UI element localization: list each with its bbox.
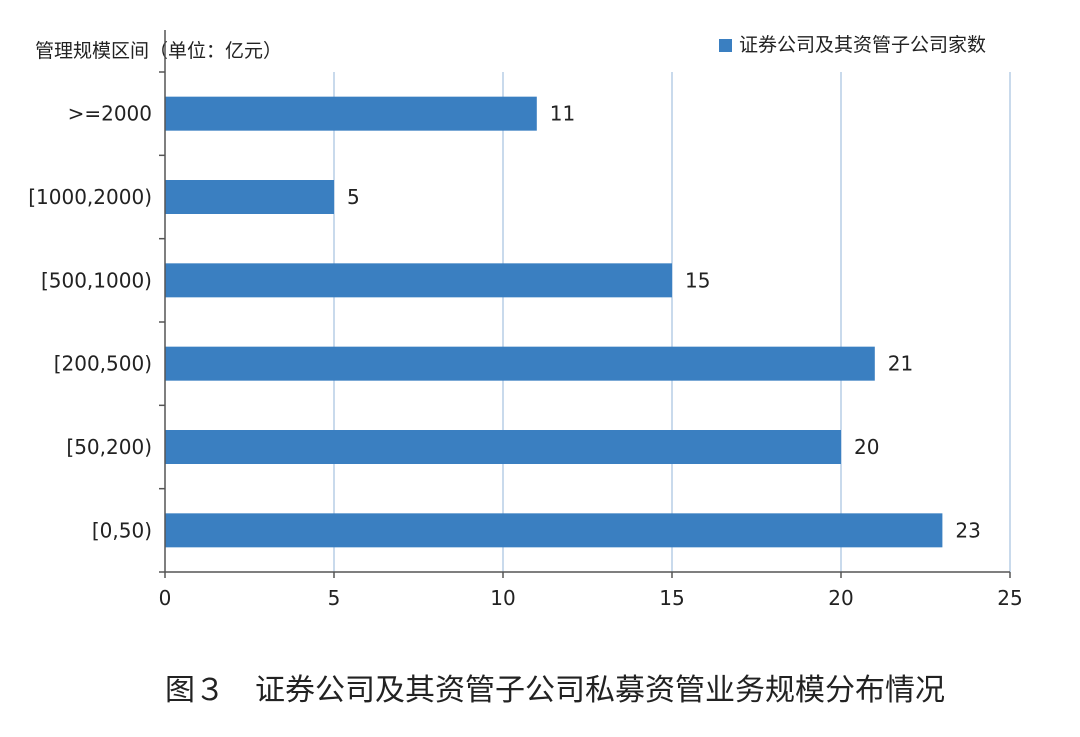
data-label: 23: [955, 518, 980, 542]
data-label: 15: [685, 268, 710, 292]
category-label: >=2000: [68, 102, 152, 126]
grid: [333, 72, 1011, 572]
x-tick-label: 0: [159, 586, 172, 610]
legend-label: 证券公司及其资管子公司家数: [739, 34, 986, 56]
legend-swatch: [719, 39, 732, 52]
x-tick-label: 20: [828, 586, 853, 610]
bar: [165, 96, 537, 131]
axes: [159, 30, 1011, 578]
category-label: [500,1000): [41, 268, 152, 292]
category-label: [0,50): [92, 518, 152, 542]
bars: [165, 96, 943, 548]
labels: 0 5 10 15 20 25 >=2000 11 [1000,2000) 5 [500,1000)…: [28, 102, 1022, 610]
bar: [165, 180, 334, 214]
data-label: 20: [854, 435, 879, 459]
data-label: 5: [347, 185, 360, 209]
data-label: 11: [550, 102, 575, 126]
category-label: [50,200): [66, 435, 152, 459]
bar: [165, 346, 875, 381]
y-axis-title: 管理规模区间（单位：亿元）: [35, 40, 282, 62]
x-tick-label: 15: [659, 586, 684, 610]
bar: [165, 263, 672, 298]
bar: [165, 513, 943, 548]
data-label: 21: [888, 352, 913, 376]
x-tick-label: 25: [997, 586, 1022, 610]
category-label: [1000,2000): [28, 185, 152, 209]
legend: 证券公司及其资管子公司家数: [719, 34, 986, 56]
bar: [165, 430, 841, 464]
x-tick-label: 5: [328, 586, 341, 610]
category-label: [200,500): [54, 352, 152, 376]
x-tick-label: 10: [490, 586, 515, 610]
figure-caption: 图３ 证券公司及其资管子公司私募资管业务规模分布情况: [165, 673, 945, 708]
